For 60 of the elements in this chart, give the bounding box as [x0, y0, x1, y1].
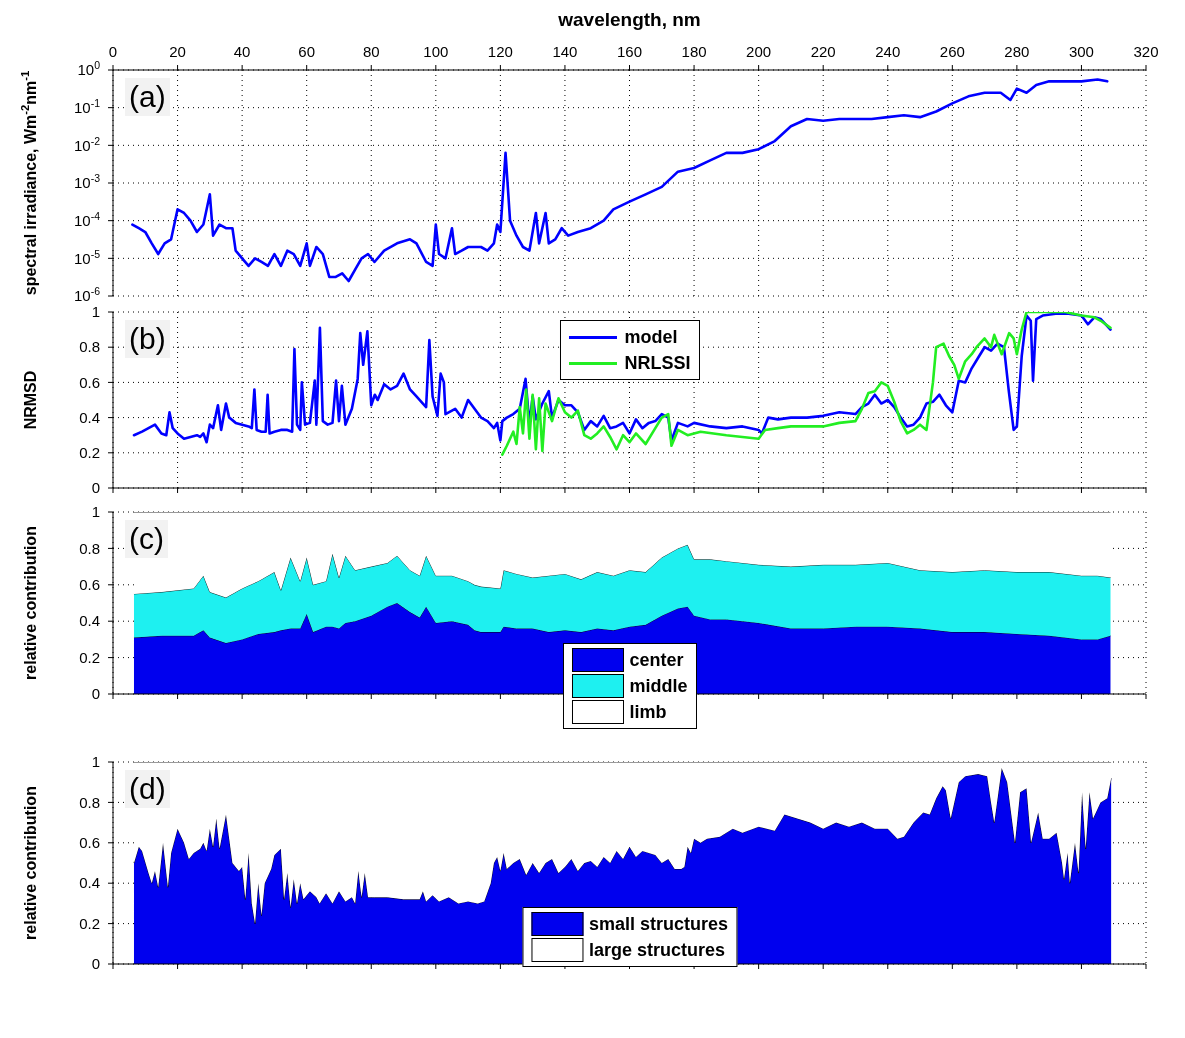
- series-label: small structures: [588, 913, 729, 937]
- x-tick-label: 100: [423, 43, 449, 60]
- y-tick-label: 0.4: [79, 612, 100, 630]
- legend-label: model: [624, 326, 678, 349]
- y-tick-label: 10$^{-6}$: [73, 285, 101, 305]
- y-tick-label: 0: [91, 955, 100, 973]
- y-tick-label: 10$^{-2}$: [73, 134, 101, 154]
- line-series: [132, 312, 1112, 444]
- y-tick-label: 10$^{-4}$: [73, 209, 101, 229]
- y-tick-label: 0.2: [79, 444, 100, 462]
- y-tick-label: 1: [91, 303, 100, 321]
- x-tick-label: 320: [1133, 43, 1159, 60]
- y-tick-label: 1: [91, 753, 100, 771]
- annotation: (a): [129, 80, 166, 113]
- y-tick-label: 0: [91, 479, 100, 497]
- x-tick-label: 280: [1004, 43, 1030, 60]
- legend-label: NRLSSI: [624, 352, 691, 375]
- legend-label: center: [629, 649, 684, 673]
- series-label: large structures: [588, 939, 726, 963]
- y-tick-label: 0.2: [79, 648, 100, 666]
- y-tick-label: 1: [91, 503, 100, 521]
- y-tick-label: 0: [91, 685, 100, 703]
- line-series: [131, 78, 1109, 283]
- x-tick-label: 200: [746, 43, 772, 60]
- x-tick-label: 240: [875, 43, 901, 60]
- annotation: (b): [129, 322, 166, 355]
- legend-label: middle: [629, 675, 688, 699]
- x-tick-label: 300: [1068, 43, 1094, 60]
- y-tick-label: 10$^{-3}$: [73, 172, 101, 192]
- y-tick-label: 0.8: [79, 539, 100, 557]
- y-tick-label: 0.6: [79, 834, 100, 852]
- x-tick-label: 0: [108, 43, 118, 60]
- x-axis-title: wavelength, nm: [558, 9, 701, 30]
- y-tick-label: 0.6: [79, 373, 100, 391]
- x-tick-label: 220: [810, 43, 836, 60]
- x-tick-label: 120: [487, 43, 513, 60]
- x-tick-label: 180: [681, 43, 707, 60]
- annotation: (c): [129, 522, 164, 555]
- y-axis-title: relative contribution: [22, 786, 40, 940]
- y-tick-label: 0.8: [79, 793, 100, 811]
- y-tick-label: 10$^{-5}$: [73, 247, 101, 267]
- y-tick-label: 0.6: [79, 576, 100, 594]
- x-tick-label: 140: [552, 43, 578, 60]
- x-tick-label: 40: [233, 43, 251, 60]
- y-axis-title: relative contribution: [22, 526, 40, 680]
- y-axis-title: NRMSD: [22, 370, 40, 430]
- x-tick-label: 80: [362, 43, 380, 60]
- legend-label: limb: [629, 701, 667, 725]
- x-tick-label: 60: [298, 43, 316, 60]
- y-tick-label: 0.8: [79, 338, 100, 356]
- annotation: (d): [129, 772, 166, 805]
- line-series: [501, 312, 1112, 456]
- x-tick-label: 260: [939, 43, 965, 60]
- y-tick-label: 10$^{0}$: [77, 59, 101, 79]
- x-tick-label: 20: [169, 43, 186, 60]
- y-tick-label: 0.4: [79, 874, 100, 892]
- y-tick-label: 0.4: [79, 408, 100, 426]
- y-tick-label: 10$^{-1}$: [73, 96, 101, 116]
- x-tick-label: 160: [616, 43, 643, 60]
- y-tick-label: 0.2: [79, 914, 100, 932]
